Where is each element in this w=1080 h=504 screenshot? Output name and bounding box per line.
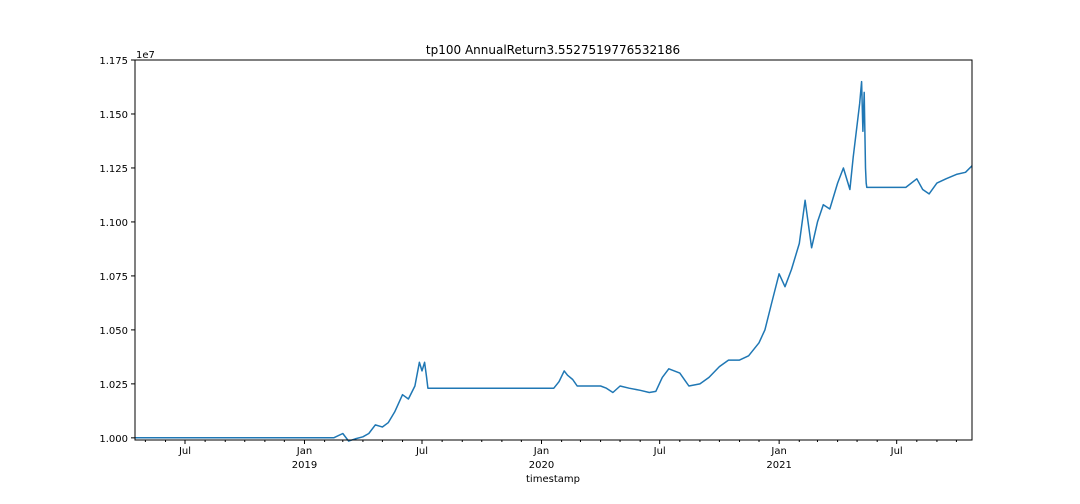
x-tick-label: Jan [770,446,786,457]
x-tick-label: Jul [178,446,191,457]
x-tick-label: Jul [890,446,903,457]
y-tick-label: 1.025 [99,380,128,391]
x-tick-label: Jan [533,446,549,457]
x-tick-year-label: 2019 [292,460,317,471]
x-axis: Jul Jan 2019 Jul Jan 2020 Jul Jan 2021 Jul [144,440,957,471]
y-tick-label: 1.100 [99,218,128,229]
x-tick-label: Jul [653,446,666,457]
y-tick-label: 1.050 [99,326,128,337]
x-tick-year-label: 2020 [529,460,554,471]
y-offset-label: 1e7 [136,50,155,61]
y-axis: 1.000 1.025 1.050 1.075 1.100 1.125 1.150 1.175 [99,56,135,445]
series-line [135,80,973,442]
plot-frame [134,59,973,441]
x-tick-label: Jan [296,446,312,457]
x-axis-label: timestamp [526,474,580,485]
chart-title: tp100 AnnualReturn3.5527519776532186 [426,43,680,57]
y-tick-label: 1.125 [99,164,128,175]
y-tick-label: 1.150 [99,110,128,121]
x-tick-year-label: 2021 [766,460,791,471]
y-tick-label: 1.175 [99,56,128,67]
x-tick-label: Jul [415,446,428,457]
y-tick-label: 1.075 [99,272,128,283]
y-tick-label: 1.000 [99,434,128,445]
